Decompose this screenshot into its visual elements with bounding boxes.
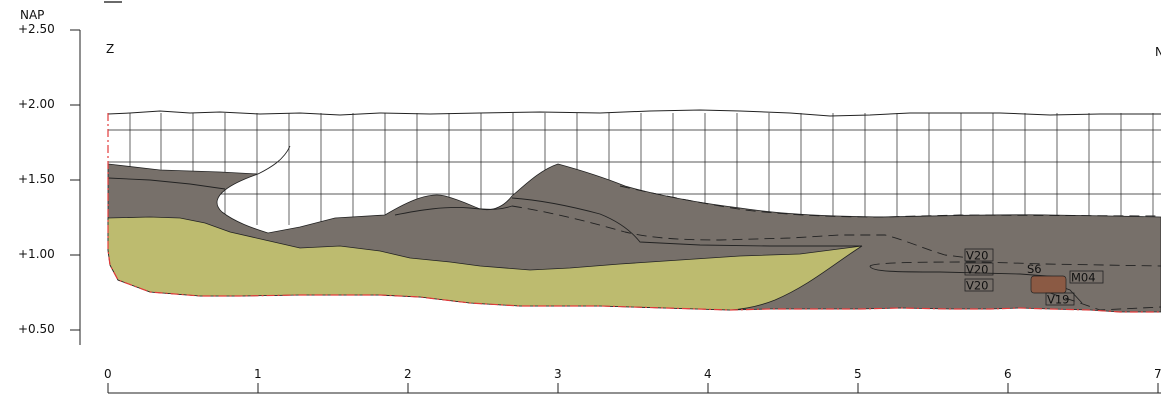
horizontal-axis-tick: 5: [854, 367, 862, 381]
horizontal-axis: 0 1 2 3 4 5 6 7: [104, 367, 1161, 394]
layer-tag: M04: [1071, 271, 1096, 285]
surface-line: [107, 109, 1161, 117]
horizontal-axis-tick: 6: [1004, 367, 1012, 381]
vertical-axis-unit: NAP: [20, 8, 44, 22]
orientation-right-label: N: [1155, 45, 1161, 59]
horizontal-axis-tick: 7: [1154, 367, 1161, 381]
orientation-left-label: Z: [106, 42, 114, 56]
layer-tag: V19: [1047, 293, 1070, 307]
layer-tag: V20: [966, 263, 989, 277]
vertical-axis-tick: +1.00: [18, 247, 55, 261]
horizontal-axis-tick: 0: [104, 367, 112, 381]
excavation-boundary: [107, 113, 1161, 313]
layer-tag: V20: [966, 279, 989, 293]
vertical-axis-tick: +0.50: [18, 322, 55, 336]
vertical-axis-tick: +1.50: [18, 172, 55, 186]
internal-layer-lines: [107, 177, 1161, 311]
layer-tags: V20 V20 V20 S6 M04 V19: [964, 249, 1104, 307]
vertical-axis: NAP +2.50 +2.00 +1.50 +1.00 +0.50: [18, 8, 81, 345]
horizontal-axis-tick: 3: [554, 367, 562, 381]
find-block: [1030, 275, 1067, 294]
horizontal-axis-tick: 1: [254, 367, 262, 381]
horizontal-axis-tick: 4: [704, 367, 712, 381]
pit-edge-line: [257, 145, 291, 175]
layer-tag: S6: [1027, 262, 1042, 276]
vertical-axis-tick: +2.50: [18, 22, 55, 36]
horizontal-axis-tick: 2: [404, 367, 412, 381]
vertical-axis-tick: +2.00: [18, 97, 55, 111]
layer-tag: V20: [966, 249, 989, 263]
